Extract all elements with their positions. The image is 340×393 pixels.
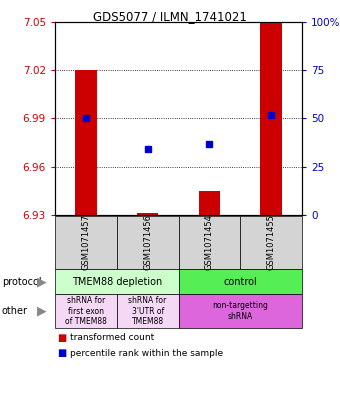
Bar — [199, 191, 220, 215]
Text: percentile rank within the sample: percentile rank within the sample — [70, 349, 223, 358]
Text: shRNA for
3'UTR of
TMEM88: shRNA for 3'UTR of TMEM88 — [129, 296, 167, 326]
Text: ▶: ▶ — [37, 275, 46, 288]
Bar — [75, 70, 97, 215]
Text: transformed count: transformed count — [70, 333, 155, 342]
Bar — [260, 22, 282, 215]
Text: non-targetting
shRNA: non-targetting shRNA — [212, 301, 268, 321]
Text: shRNA for
first exon
of TMEM88: shRNA for first exon of TMEM88 — [65, 296, 107, 326]
Text: other: other — [2, 306, 28, 316]
Text: GSM1071457: GSM1071457 — [81, 214, 90, 270]
Text: ▶: ▶ — [37, 305, 46, 318]
Text: TMEM88 depletion: TMEM88 depletion — [72, 277, 162, 286]
Text: ■: ■ — [57, 348, 66, 358]
Text: protocol: protocol — [2, 277, 41, 286]
Bar — [137, 213, 158, 215]
Text: GSM1071456: GSM1071456 — [143, 214, 152, 270]
Text: control: control — [223, 277, 257, 286]
Text: GSM1071454: GSM1071454 — [205, 214, 214, 270]
Text: GDS5077 / ILMN_1741021: GDS5077 / ILMN_1741021 — [93, 10, 247, 23]
Text: ■: ■ — [57, 332, 66, 343]
Text: GSM1071455: GSM1071455 — [267, 214, 276, 270]
